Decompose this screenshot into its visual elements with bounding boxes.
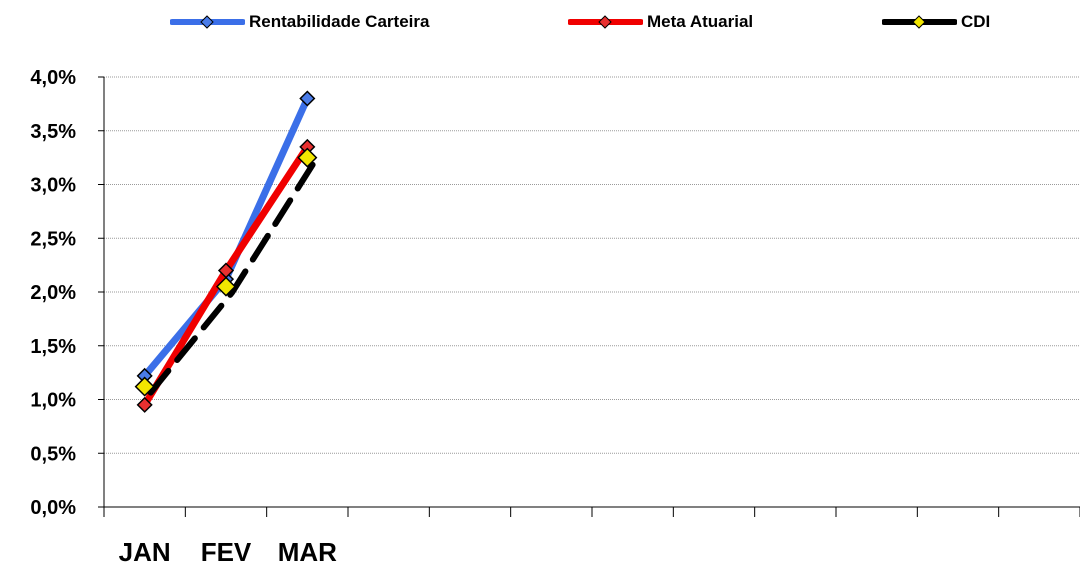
y-tick-label: 4,0% [30, 67, 76, 89]
series-group [134, 90, 318, 413]
data-point [136, 396, 153, 413]
y-tick-label: 3,0% [30, 175, 76, 197]
x-category-label: JAN [119, 537, 171, 562]
series-line [147, 160, 317, 396]
legend-label-meta: Meta Atuarial [647, 12, 754, 31]
legend-label-rentabilidade: Rentabilidade Carteira [249, 12, 430, 31]
legend-swatch-rentabilidade [170, 15, 245, 29]
series-line [141, 95, 311, 380]
data-point [134, 376, 155, 397]
series-1 [136, 138, 316, 413]
y-tick-label: 2,0% [30, 282, 76, 304]
y-tick-label: 3,5% [30, 121, 76, 143]
y-tick-label: 2,5% [30, 228, 76, 250]
y-axis-ticks: 0,0% 0,5% 1,0% 1,5% 2,0% 2,5% 3,0% 3,5% 4,0% [30, 67, 76, 519]
y-tick-label: 0,5% [30, 443, 76, 465]
x-category-label: MAR [278, 537, 337, 562]
axes [98, 76, 1080, 517]
x-category-label: FEV [201, 537, 252, 562]
gridlines [104, 76, 1080, 454]
legend-label-cdi: CDI [961, 12, 991, 31]
legend-item-rentabilidade: Rentabilidade Carteira [170, 8, 429, 36]
data-point [215, 276, 237, 297]
legend-item-meta: Meta Atuarial [568, 8, 753, 36]
legend-swatch-cdi [882, 15, 957, 29]
y-tick-label: 0,0% [30, 497, 76, 519]
y-tick-label: 1,0% [30, 390, 76, 412]
x-axis-categories: JAN FEV MAR [119, 537, 337, 562]
legend-item-cdi: CDI [882, 8, 990, 36]
y-tick-label: 1,5% [30, 336, 76, 358]
series-0 [136, 90, 316, 384]
series-2 [134, 147, 318, 397]
legend: Rentabilidade Carteira Meta Atuarial CDI [0, 8, 1080, 36]
legend-swatch-meta [568, 15, 643, 29]
data-point [297, 147, 318, 168]
data-point [299, 90, 316, 107]
